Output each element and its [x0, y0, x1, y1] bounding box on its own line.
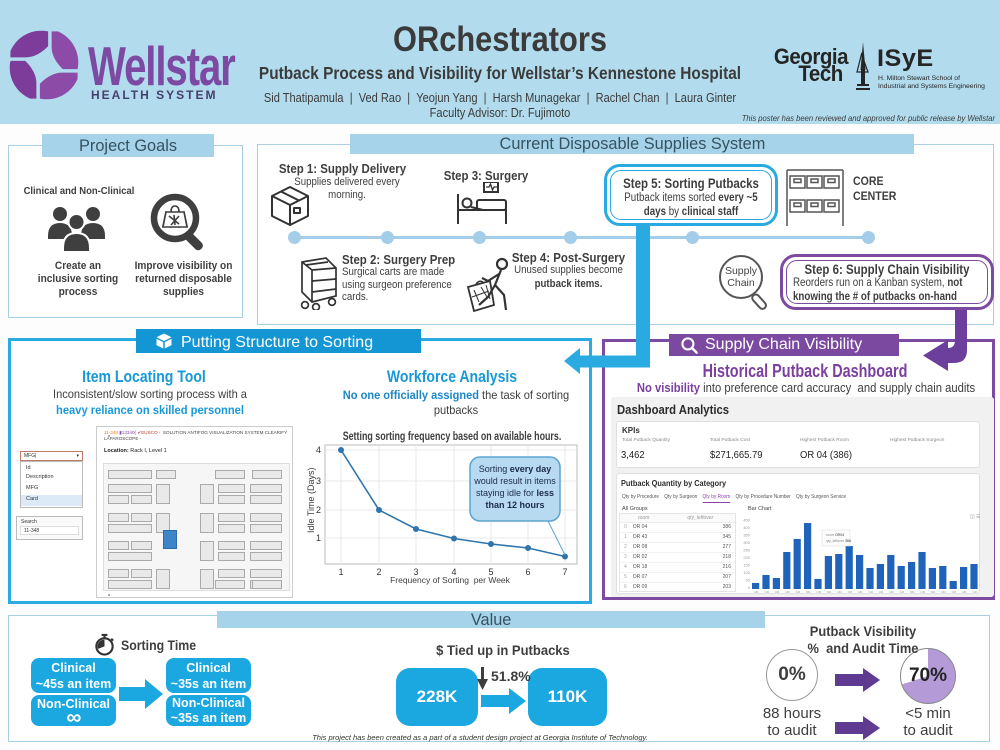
- svg-text:4: 4: [316, 445, 321, 455]
- svg-text:room OR04: room OR04: [826, 533, 844, 537]
- svg-text:OR: OR: [837, 590, 842, 594]
- svg-text:1: 1: [316, 533, 321, 543]
- svg-text:50: 50: [746, 578, 751, 583]
- svg-text:OR: OR: [972, 590, 977, 594]
- svg-text:OR: OR: [920, 590, 925, 594]
- svg-text:OR: OR: [931, 590, 936, 594]
- svg-text:than 12 hours: than 12 hours: [485, 500, 544, 510]
- svg-text:150: 150: [743, 563, 750, 568]
- svg-text:450: 450: [743, 518, 750, 523]
- svg-text:OR: OR: [910, 590, 915, 594]
- svg-text:1: 1: [338, 567, 343, 577]
- svg-text:OR: OR: [868, 590, 873, 594]
- svg-text:2: 2: [316, 505, 321, 515]
- svg-text:OR: OR: [775, 590, 780, 594]
- svg-text:qty_leftover 386: qty_leftover 386: [826, 539, 851, 543]
- svg-text:OR: OR: [827, 590, 832, 594]
- svg-text:250: 250: [743, 548, 750, 553]
- svg-text:Supply: Supply: [725, 265, 758, 277]
- svg-text:OR: OR: [816, 590, 821, 594]
- svg-text:3: 3: [316, 476, 321, 486]
- svg-text:OR: OR: [900, 590, 905, 594]
- svg-text:OR: OR: [785, 590, 790, 594]
- svg-text:7: 7: [562, 567, 567, 577]
- svg-text:350: 350: [743, 533, 750, 538]
- svg-text:100: 100: [743, 570, 750, 575]
- svg-text:Sorting every day: Sorting every day: [479, 464, 552, 474]
- svg-text:OR: OR: [941, 590, 946, 594]
- svg-text:OR: OR: [962, 590, 967, 594]
- svg-text:OR: OR: [879, 590, 884, 594]
- svg-text:OR: OR: [952, 590, 957, 594]
- svg-text:OR: OR: [858, 590, 863, 594]
- svg-text:6: 6: [525, 567, 530, 577]
- svg-text:2: 2: [376, 567, 381, 577]
- svg-text:OR: OR: [754, 590, 759, 594]
- svg-text:200: 200: [743, 555, 750, 560]
- svg-text:would result in items: would result in items: [473, 476, 556, 486]
- svg-text:OR: OR: [889, 590, 894, 594]
- svg-text:3: 3: [413, 567, 418, 577]
- svg-text:staying idle for less: staying idle for less: [476, 488, 554, 498]
- svg-text:OR: OR: [796, 590, 801, 594]
- svg-text:4: 4: [451, 567, 456, 577]
- svg-text:OR: OR: [848, 590, 853, 594]
- svg-text:400: 400: [743, 525, 750, 530]
- svg-text:OR: OR: [764, 590, 769, 594]
- svg-text:OR: OR: [806, 590, 811, 594]
- svg-text:300: 300: [743, 540, 750, 545]
- svg-text:0: 0: [748, 585, 751, 590]
- svg-text:5: 5: [488, 567, 493, 577]
- svg-text:Chain: Chain: [727, 277, 755, 289]
- svg-text:◫ ☰: ◫ ☰: [970, 514, 980, 520]
